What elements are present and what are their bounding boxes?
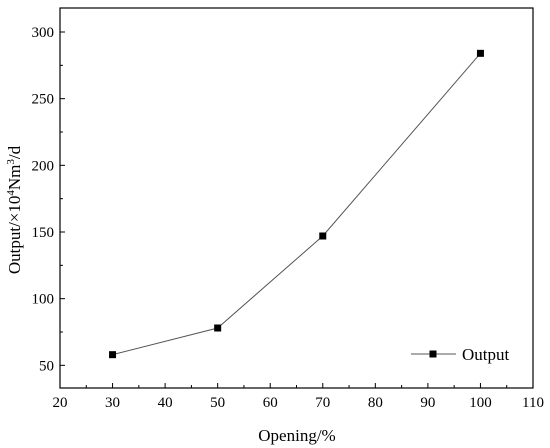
x-tick-label: 90 <box>420 395 435 411</box>
y-tick-label: 200 <box>32 158 55 174</box>
y-axis-title-suffix: /d <box>5 145 24 159</box>
legend: Output <box>411 345 510 364</box>
x-axis-ticks: 20 30 40 50 60 70 80 90 100 110 <box>53 383 544 411</box>
x-tick-label: 110 <box>522 395 544 411</box>
x-tick-label: 40 <box>158 395 173 411</box>
y-axis-title-prefix: Output/×10 <box>5 196 24 275</box>
data-point-marker <box>214 324 222 332</box>
x-tick-label: 80 <box>368 395 383 411</box>
x-tick-label: 30 <box>105 395 120 411</box>
x-tick-label: 50 <box>210 395 225 411</box>
plot-frame <box>59 7 534 389</box>
data-point-marker <box>476 49 484 57</box>
y-tick-label: 300 <box>32 25 55 41</box>
y-axis-ticks: 50 100 150 200 250 300 <box>32 25 65 374</box>
legend-label-output: Output <box>462 345 510 364</box>
legend-marker-square <box>429 350 437 358</box>
data-point-marker <box>109 351 117 359</box>
series-line <box>112 53 481 356</box>
x-tick-label: 100 <box>469 395 492 411</box>
x-tick-label: 60 <box>263 395 278 411</box>
x-tick-label: 20 <box>53 395 68 411</box>
data-point-marker <box>319 232 327 240</box>
y-axis-title-exp2: 3 <box>5 159 17 165</box>
x-axis-title: Opening/% <box>258 426 335 445</box>
y-axis-title-exp1: 4 <box>5 190 17 196</box>
y-tick-label: 150 <box>32 225 55 241</box>
y-tick-label: 100 <box>32 292 55 308</box>
y-tick-label: 250 <box>32 92 55 108</box>
y-axis-title: Output/×104Nm3/d <box>5 145 24 274</box>
y-axis-title-mid: Nm <box>5 165 24 191</box>
x-tick-label: 70 <box>315 395 330 411</box>
y-tick-label: 50 <box>39 358 54 374</box>
series-layer <box>109 49 484 359</box>
